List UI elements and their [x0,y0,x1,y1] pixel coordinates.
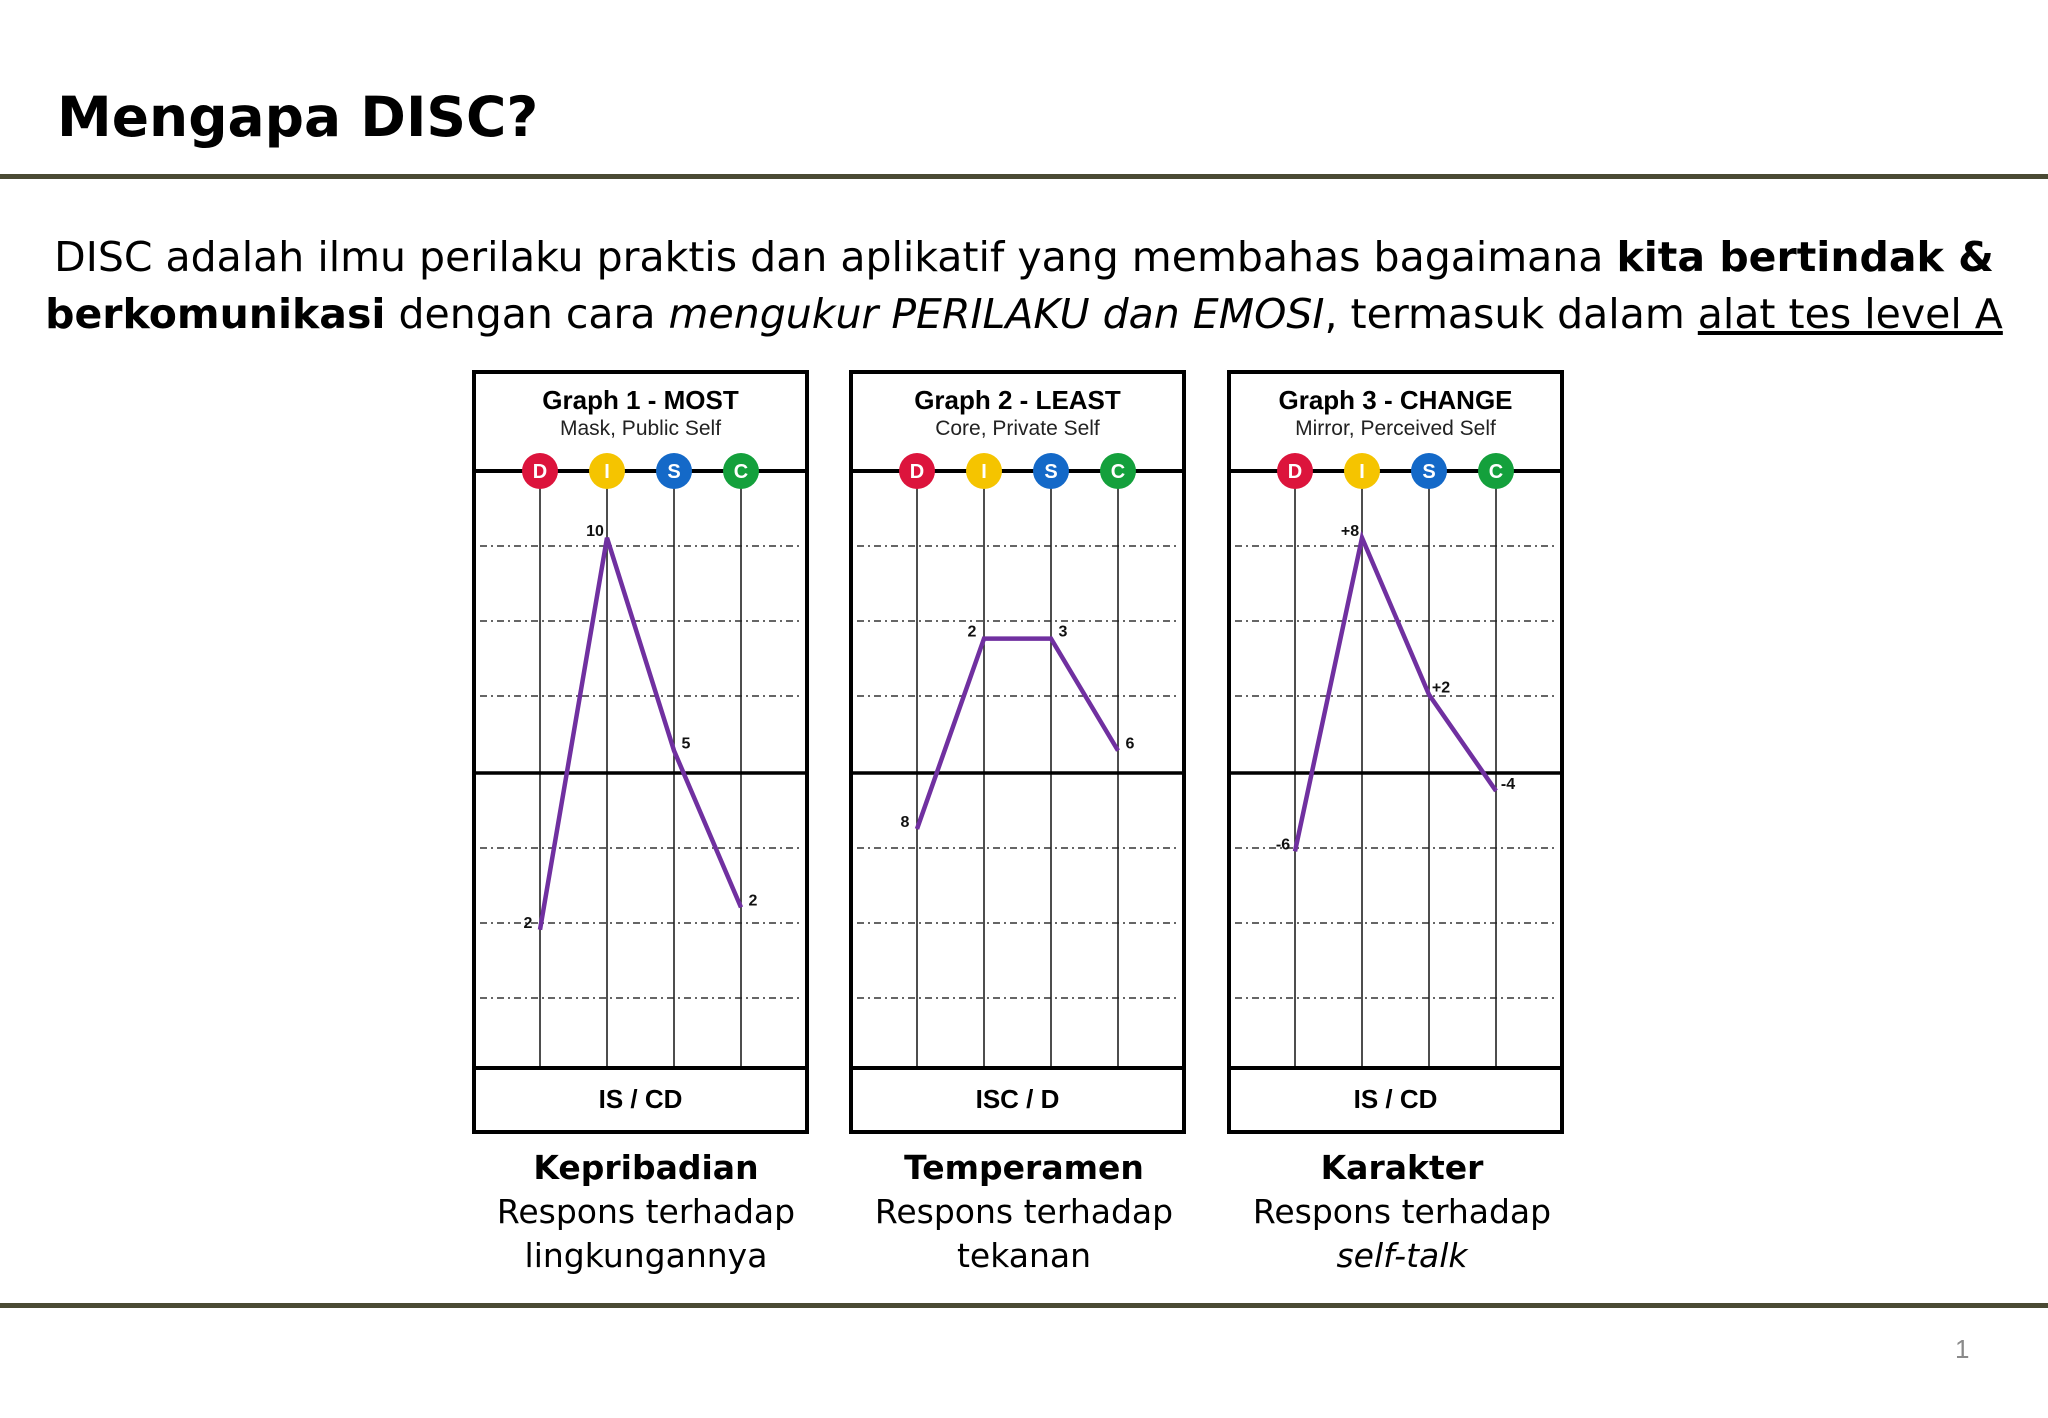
caption-1-line-2: lingkungannya [524,1236,768,1275]
disc-circle-i [966,453,1002,489]
point-label: +8 [1341,523,1359,540]
top-divider [0,174,2048,179]
disc-letter: S [667,461,680,483]
point-label: 6 [1126,736,1135,753]
caption-3-line-2-text: self-talk [1336,1236,1468,1275]
graph-3-title: Graph 3 - CHANGE [1278,385,1513,415]
disc-circle-s [1411,453,1447,489]
graph-2-pattern: ISC / D [975,1084,1060,1114]
graph-panel-3: -6 +8 +2 -4 D I S C Graph 3 - CHANGE Mirror, Pe… [1227,370,1564,1134]
disc-letter: I [604,461,610,483]
disc-letter: C [1489,461,1503,483]
disc-letter: C [1111,461,1125,483]
graph-2-header: Graph 2 - LEAST Core, Private Self [853,374,1182,442]
disc-circle-c [1478,453,1514,489]
slide-title: Mengapa DISC? [57,85,539,149]
disc-letter: D [910,461,924,483]
point-label: -4 [1501,776,1515,793]
intro-text-1b: kita bertindak & [1616,233,1994,281]
caption-2-line-1: Respons terhadap [874,1192,1174,1231]
point-label: 3 [1059,624,1068,641]
graph-2-subtitle: Core, Private Self [935,417,1100,440]
disc-circle-i [589,453,625,489]
caption-1-line-1: Respons terhadap [496,1192,796,1231]
caption-2: Temperamen Respons terhadap tekanan [834,1146,1214,1278]
caption-2-line-2: tekanan [956,1236,1092,1275]
disc-circle-d [522,453,558,489]
intro-text-2d: , termasuk dalam [1324,290,1698,338]
point-label: 2 [524,915,533,932]
graph-3-pattern: IS / CD [1353,1084,1438,1114]
graph-1-pattern: IS / CD [598,1084,683,1114]
graph-1-title: Graph 1 - MOST [542,385,739,415]
caption-3-line-1: Respons terhadap [1252,1192,1552,1231]
intro-text-2e: alat tes level A [1697,290,2003,338]
intro-line-2: berkomunikasi dengan cara mengukur PERIL… [0,286,2048,343]
caption-2-heading: Temperamen [904,1148,1144,1187]
graph-1-chart: 2 10 5 2 D I S C [476,453,805,1070]
point-label: 8 [901,814,910,831]
disc-circle-s [656,453,692,489]
caption-3: Karakter Respons terhadap self-talk [1212,1146,1592,1278]
caption-3-line-2: self-talk [1212,1234,1592,1278]
intro-text-2c: mengukur PERILAKU dan EMOSI [668,290,1325,338]
point-label: 2 [968,624,977,641]
caption-3-heading: Karakter [1320,1148,1484,1187]
disc-letter: S [1422,461,1435,483]
graph-3-subtitle: Mirror, Perceived Self [1295,417,1496,440]
disc-letter: S [1044,461,1057,483]
caption-1-heading: Kepribadian [533,1148,759,1187]
bottom-divider [0,1303,2048,1308]
disc-circle-i [1344,453,1380,489]
profile-line [1292,530,1498,852]
disc-circle-d [899,453,935,489]
profile-line [914,636,1120,830]
disc-circle-c [723,453,759,489]
graph-panel-2: 8 2 3 6 D I S C Graph 2 - LEAST Core, Private S… [849,370,1186,1134]
disc-circle-s [1033,453,1069,489]
graph-1-header: Graph 1 - MOST Mask, Public Self [476,374,805,442]
point-label: +2 [1432,680,1450,697]
disc-letter: I [1359,461,1365,483]
disc-circle-c [1100,453,1136,489]
graph-2-chart: 8 2 3 6 D I S C [853,453,1182,1070]
point-label: 10 [586,523,604,540]
caption-1: Kepribadian Respons terhadap lingkungann… [456,1146,836,1278]
intro-text-2a: berkomunikasi [45,290,386,338]
graph-panel-1: 2 10 5 2 D I S C Graph 1 - MOST Mask, Public Se… [472,370,809,1134]
page-number: 1 [1955,1334,1970,1364]
graph-3-header: Graph 3 - CHANGE Mirror, Perceived Self [1231,374,1560,442]
graph-3-chart: -6 +8 +2 -4 D I S C [1231,453,1560,1070]
point-label: 5 [682,736,691,753]
disc-circle-d [1277,453,1313,489]
point-label: 2 [749,892,758,909]
graph-1-subtitle: Mask, Public Self [559,417,722,440]
disc-letter: C [734,461,748,483]
graph-2-title: Graph 2 - LEAST [914,385,1121,415]
intro-text-1a: DISC adalah ilmu perilaku praktis dan ap… [54,233,1617,281]
intro-line-1: DISC adalah ilmu perilaku praktis dan ap… [0,229,2048,286]
intro-text: DISC adalah ilmu perilaku praktis dan ap… [0,229,2048,343]
point-label: -6 [1276,836,1290,853]
disc-letter: D [1288,461,1302,483]
disc-letter: D [533,461,547,483]
disc-letter: I [981,461,987,483]
intro-text-2b: dengan cara [385,290,669,338]
profile-line [537,537,744,931]
